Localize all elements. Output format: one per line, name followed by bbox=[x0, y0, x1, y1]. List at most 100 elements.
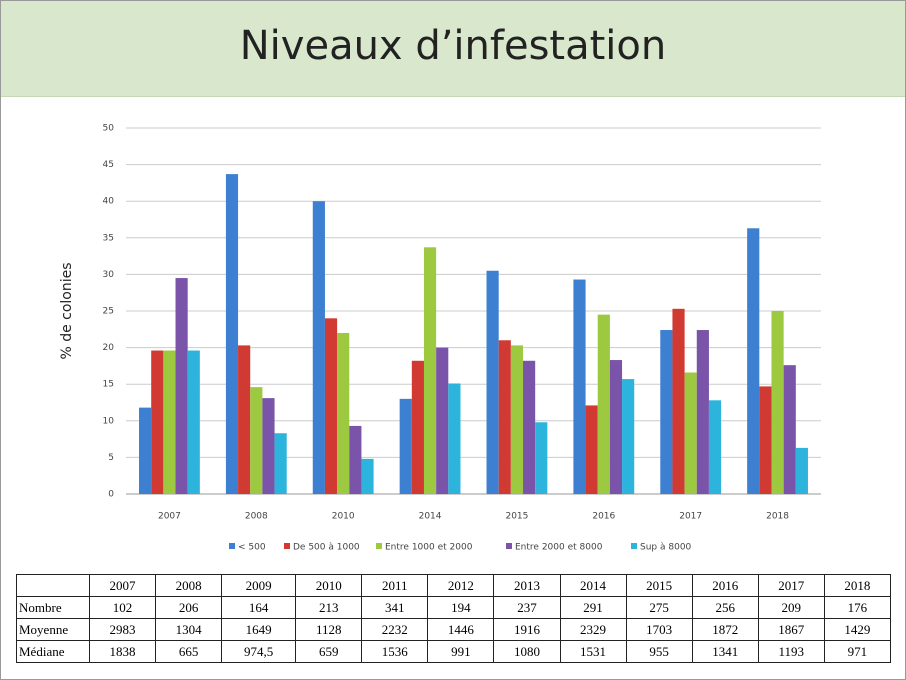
table-cell: 955 bbox=[625, 640, 693, 663]
table-row: Médiane 1838 665 974,5 659 1536 991 1080 1531 955… bbox=[16, 640, 892, 663]
bar bbox=[660, 330, 673, 494]
table-cell: 1703 bbox=[625, 618, 693, 641]
bar bbox=[597, 314, 610, 494]
y-tick-label: 45 bbox=[103, 160, 114, 170]
y-tick-label: 20 bbox=[103, 343, 115, 353]
y-tick-label: 50 bbox=[103, 124, 115, 134]
bar bbox=[187, 350, 200, 494]
bar bbox=[238, 345, 251, 494]
table-cell: 2016 bbox=[691, 574, 759, 597]
y-tick-label: 5 bbox=[108, 453, 114, 463]
table-cell: 1867 bbox=[757, 618, 825, 641]
table-cell: 1536 bbox=[361, 640, 429, 663]
bar bbox=[672, 308, 685, 494]
legend-label: < 500 bbox=[238, 543, 266, 553]
table-cell: 2017 bbox=[757, 574, 825, 597]
bar bbox=[151, 350, 164, 494]
y-tick-label: 40 bbox=[103, 197, 115, 207]
table-cell: 341 bbox=[361, 596, 429, 619]
table-cell: 2013 bbox=[493, 574, 561, 597]
table-cell: 2018 bbox=[823, 574, 892, 597]
bar bbox=[622, 379, 635, 494]
bar bbox=[411, 360, 424, 494]
table-cell: 102 bbox=[88, 596, 157, 619]
bar bbox=[795, 447, 808, 494]
bar bbox=[399, 398, 412, 494]
legend-swatch bbox=[376, 543, 382, 549]
table-cell: 1531 bbox=[559, 640, 627, 663]
x-tick-label: 2014 bbox=[419, 512, 442, 522]
table-cell: 194 bbox=[427, 596, 495, 619]
table-cell: 237 bbox=[493, 596, 561, 619]
bar bbox=[486, 270, 499, 494]
table-cell: 209 bbox=[757, 596, 825, 619]
table-cell: Nombre bbox=[16, 596, 90, 619]
table-cell: 2014 bbox=[559, 574, 627, 597]
table-cell: 971 bbox=[823, 640, 892, 663]
x-tick-label: 2007 bbox=[158, 512, 181, 522]
table-cell: 1193 bbox=[757, 640, 825, 663]
bar bbox=[684, 372, 697, 494]
table-cell bbox=[16, 574, 90, 597]
table-cell: 1916 bbox=[493, 618, 561, 641]
bar bbox=[696, 330, 709, 494]
bar bbox=[523, 360, 536, 494]
table-row: Nombre 102 206 164 213 341 194 237 291 275 256 209 1… bbox=[16, 596, 892, 619]
chart-title: Niveaux d’infestation bbox=[239, 23, 667, 69]
table-cell: 213 bbox=[295, 596, 363, 619]
bar bbox=[250, 387, 263, 494]
bar bbox=[448, 383, 461, 494]
x-tick-label: 2016 bbox=[592, 512, 615, 522]
table-cell: 1429 bbox=[823, 618, 892, 641]
bar bbox=[262, 398, 275, 494]
table-cell: 206 bbox=[155, 596, 223, 619]
table-cell: 2008 bbox=[155, 574, 223, 597]
bar bbox=[510, 345, 524, 494]
bar bbox=[324, 318, 338, 494]
table-cell: 991 bbox=[427, 640, 495, 663]
table-cell: 2009 bbox=[221, 574, 297, 597]
table-cell: 2010 bbox=[295, 574, 363, 597]
bar bbox=[349, 425, 362, 494]
table-cell: 1128 bbox=[295, 618, 363, 641]
legend-swatch bbox=[229, 543, 235, 549]
table-cell: 256 bbox=[691, 596, 759, 619]
x-tick-label: 2018 bbox=[766, 512, 789, 522]
table-cell: Médiane bbox=[16, 640, 90, 663]
table-cell: 974,5 bbox=[221, 640, 297, 663]
table-cell: 275 bbox=[625, 596, 693, 619]
bar bbox=[436, 347, 449, 494]
title-band bbox=[1, 1, 905, 97]
table-cell: 2232 bbox=[361, 618, 429, 641]
y-tick-label: 10 bbox=[103, 416, 115, 426]
table-cell: 2012 bbox=[427, 574, 495, 597]
bar bbox=[274, 433, 287, 494]
table-row: 2007 2008 2009 2010 2011 2012 2013 2014 2015 2016… bbox=[16, 574, 892, 597]
table-cell: 164 bbox=[221, 596, 297, 619]
bar bbox=[573, 279, 586, 494]
table-cell: 2011 bbox=[361, 574, 429, 597]
table-cell: 1080 bbox=[493, 640, 561, 663]
bar bbox=[609, 360, 623, 494]
legend-label: Entre 1000 et 2000 bbox=[385, 543, 473, 553]
legend-label: De 500 à 1000 bbox=[293, 543, 360, 553]
table-cell: 1304 bbox=[155, 618, 223, 641]
legend-swatch bbox=[506, 543, 512, 549]
bar bbox=[175, 278, 188, 494]
table-cell: Moyenne bbox=[16, 618, 90, 641]
table-cell: 665 bbox=[155, 640, 223, 663]
legend-swatch bbox=[284, 543, 290, 549]
y-tick-label: 25 bbox=[103, 307, 114, 317]
table-cell: 1872 bbox=[691, 618, 759, 641]
bar bbox=[783, 365, 796, 494]
y-tick-label: 15 bbox=[103, 380, 114, 390]
bar bbox=[585, 405, 598, 494]
table-cell: 1341 bbox=[691, 640, 759, 663]
y-axis-label: % de colonies bbox=[59, 262, 75, 359]
legend-label: Entre 2000 et 8000 bbox=[515, 543, 603, 553]
bar bbox=[747, 228, 760, 494]
table-cell: 2007 bbox=[88, 574, 157, 597]
y-tick-label: 35 bbox=[103, 233, 114, 243]
bar bbox=[423, 247, 437, 494]
bar bbox=[225, 174, 239, 494]
